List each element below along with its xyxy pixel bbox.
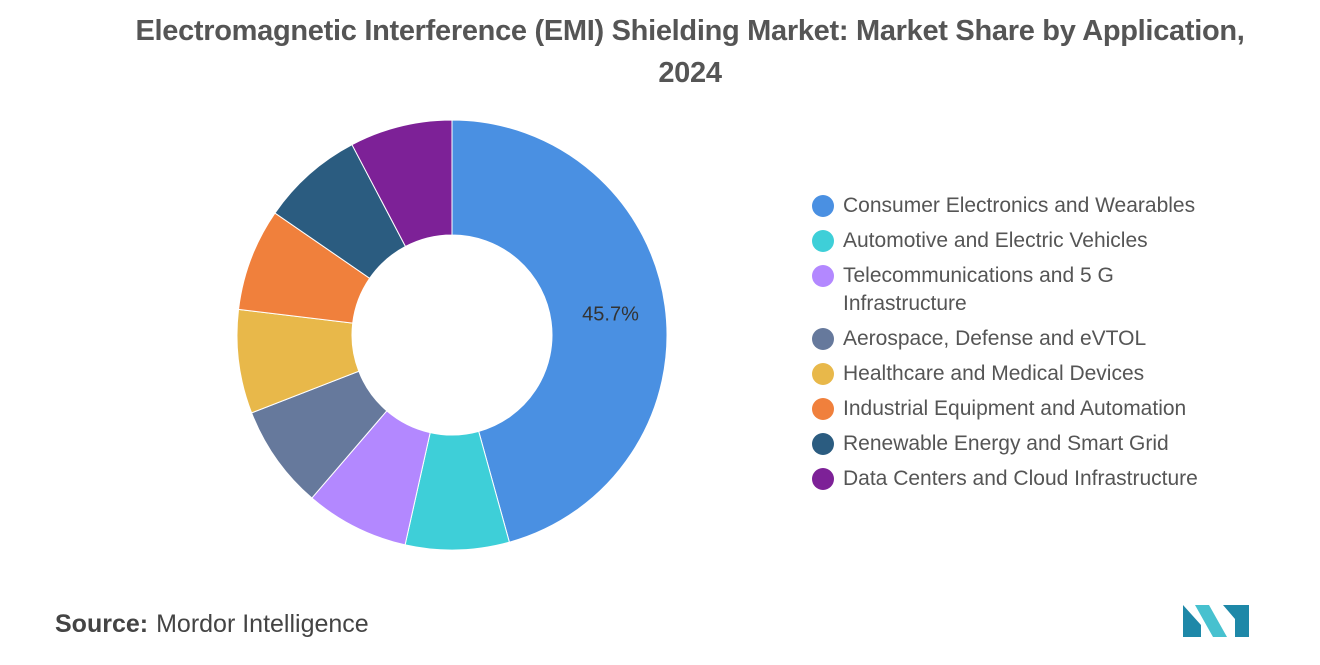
source-label: Source: (55, 610, 149, 638)
legend-label: Renewable Energy and Smart Grid (843, 432, 1169, 455)
legend-swatch (812, 328, 834, 350)
legend-item: Data Centers and Cloud Infrastructure (812, 465, 1282, 493)
chart-title: Electromagnetic Interference (EMI) Shiel… (135, 15, 1245, 89)
legend-swatch (812, 195, 834, 217)
legend-swatch (812, 230, 834, 252)
legend-item: Industrial Equipment and Automation (812, 395, 1282, 423)
legend-label: Telecommunications and 5 G Infrastructur… (843, 264, 1114, 315)
donut-chart: 45.7% (236, 119, 668, 551)
legend-swatch (812, 398, 834, 420)
legend-swatch (812, 433, 834, 455)
legend-swatch (812, 468, 834, 490)
legend-swatch (812, 363, 834, 385)
legend-label: Data Centers and Cloud Infrastructure (843, 467, 1198, 490)
legend-item: Automotive and Electric Vehicles (812, 227, 1282, 255)
chart-legend: Consumer Electronics and Wearables Automo… (812, 192, 1282, 500)
legend-item: Telecommunications and 5 G Infrastructur… (812, 262, 1282, 318)
source-note: Source: Mordor Intelligence (55, 610, 369, 639)
legend-label: Industrial Equipment and Automation (843, 397, 1187, 420)
donut-slice (351, 119, 453, 248)
legend-item: Healthcare and Medical Devices (812, 360, 1282, 388)
legend-item: Aerospace, Defense and eVTOL (812, 325, 1282, 353)
legend-label: Consumer Electronics and Wearables (843, 194, 1196, 217)
legend-label: Healthcare and Medical Devices (843, 362, 1145, 385)
logo-left-shape (1183, 605, 1201, 637)
slice-data-label: 45.7% (582, 303, 639, 325)
legend-swatch (812, 265, 834, 287)
logo-right-shape (1223, 605, 1249, 637)
legend-label: Automotive and Electric Vehicles (843, 229, 1148, 252)
donut-slice (451, 119, 668, 543)
logo-middle-shape (1195, 605, 1227, 637)
source-text: Mordor Intelligence (156, 610, 369, 638)
legend-label: Aerospace, Defense and eVTOL (843, 327, 1147, 350)
mordor-intelligence-logo-icon (1183, 605, 1249, 637)
legend-item: Renewable Energy and Smart Grid (812, 430, 1282, 458)
legend-item: Consumer Electronics and Wearables (812, 192, 1282, 220)
